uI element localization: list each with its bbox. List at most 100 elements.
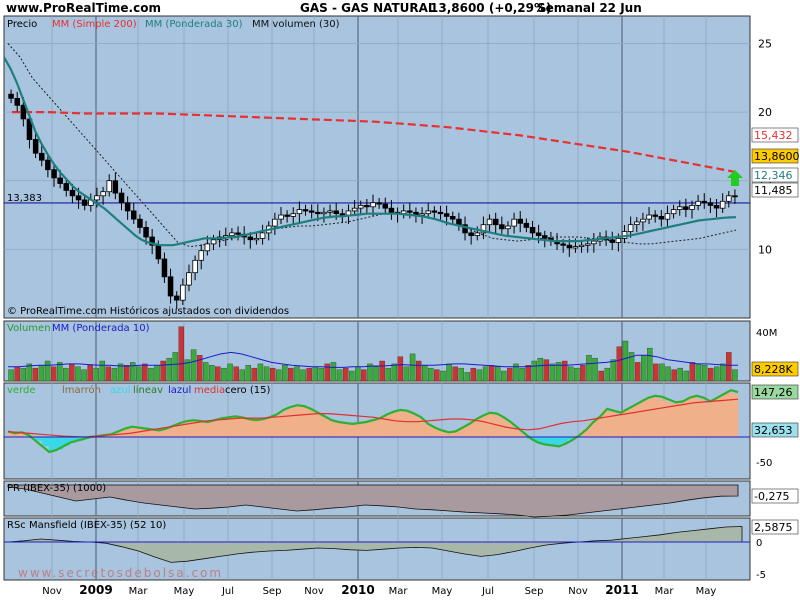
osc-hist-bar — [403, 411, 411, 437]
candle — [376, 202, 382, 205]
candle — [719, 200, 726, 209]
volume-bar — [282, 365, 288, 382]
legend-vol-ma: MM volumen (30) — [252, 19, 340, 30]
candle — [357, 204, 364, 209]
candle — [94, 195, 100, 201]
volume-bar — [561, 360, 568, 382]
volume-bar — [172, 352, 179, 382]
osc-red-line — [7, 398, 739, 438]
candle — [370, 202, 376, 208]
site-title[interactable]: www.ProRealTime.com — [6, 1, 161, 15]
volume-bar — [342, 367, 349, 382]
candle — [149, 236, 155, 246]
osc-hist-bar — [458, 428, 466, 437]
osc-hist-bar — [703, 402, 711, 437]
osc-hist-bar — [553, 437, 561, 446]
candle — [351, 207, 358, 212]
candle — [51, 169, 57, 179]
osc-hist-bar — [14, 433, 22, 437]
volume-bar — [482, 366, 489, 382]
volume-last-label: 8,228K — [754, 363, 793, 376]
osc-hist-bar — [342, 423, 350, 437]
osc-hist-bar — [615, 413, 623, 437]
volume-bar — [269, 367, 276, 382]
volume-bar — [628, 352, 635, 382]
legend-volume: Volumen — [7, 323, 51, 334]
candle — [137, 218, 143, 228]
osc-hist-bar — [103, 435, 111, 437]
x-tick-label: Sep — [525, 586, 544, 597]
osc-hist-bar — [349, 424, 357, 437]
osc-hist-bar — [110, 434, 118, 437]
osc-hist-bar — [171, 426, 179, 437]
x-tick-label: Nov — [304, 586, 324, 597]
volume-bar — [647, 347, 653, 382]
rsc-title: RSc Mansfield (IBEX-35) (52 10) — [7, 520, 166, 531]
osc-hist-bar — [642, 399, 650, 437]
reference-line-label: 13,383 — [7, 193, 42, 204]
volume-bar — [44, 360, 51, 382]
x-axis-labels: Nov 2009 Mar May Jul Sep Nov 2010 Mar May Jul Sep No… — [42, 583, 716, 597]
volume-bar — [330, 362, 337, 382]
osc-hist-bar — [185, 421, 193, 437]
volume-bar — [415, 360, 422, 382]
candle — [75, 195, 82, 201]
osc-hist-bar — [690, 397, 698, 437]
right-value-labels: 15,432 13,8600 12,346 11,485 8,228K 147,26 32,… — [751, 127, 800, 535]
osc-hist-bar — [710, 399, 718, 437]
volume-bar — [75, 366, 81, 382]
volume-bar — [160, 360, 166, 382]
candle — [640, 218, 646, 223]
volume-bar — [537, 357, 544, 382]
osc-hist-bar — [199, 421, 207, 437]
volume-bar — [555, 362, 562, 382]
pr-title: PR (IBEX-35) (1000) — [7, 483, 106, 494]
osc-hist-bar — [567, 437, 575, 440]
volume-bar — [622, 340, 629, 382]
candle — [634, 221, 640, 225]
volume-last-label-bg — [751, 361, 799, 377]
volume-bar — [8, 369, 14, 382]
osc-hist-bar — [547, 437, 555, 446]
volume-bar — [720, 363, 726, 382]
osc-hist-bar — [76, 437, 84, 441]
volume-bar — [574, 367, 580, 382]
osc-hist-bar — [465, 424, 473, 437]
candle — [229, 232, 235, 236]
volume-bar — [701, 365, 708, 382]
candle — [437, 211, 444, 215]
candle — [425, 210, 431, 214]
candle — [701, 200, 708, 204]
candle — [572, 246, 579, 249]
volume-bar — [111, 367, 118, 382]
osc-hist-bar — [512, 428, 520, 437]
price-panel[interactable] — [3, 15, 751, 319]
osc-hist-bar — [321, 417, 329, 437]
legend-lineav: lineav — [133, 385, 163, 396]
candle — [247, 236, 254, 241]
osc-hist-bar — [369, 420, 377, 437]
volume-bar — [683, 370, 690, 382]
candle — [511, 218, 517, 227]
candle — [100, 191, 106, 197]
osc-hist-bar — [8, 431, 16, 437]
osc-hist-bar — [444, 432, 452, 437]
candle — [204, 243, 211, 252]
volume-bar — [178, 326, 185, 382]
osc-hist-bar — [581, 429, 589, 437]
volume-bar — [634, 362, 641, 382]
volume-bar — [318, 367, 325, 382]
volume-bar — [14, 366, 20, 382]
volume-bar — [525, 365, 531, 382]
x-tick-label: May — [432, 586, 453, 597]
volume-bar — [568, 366, 574, 382]
volume-bar — [190, 349, 197, 382]
candle — [542, 235, 548, 239]
osc-hist-bar — [499, 418, 507, 437]
osc-hist-bar — [226, 418, 234, 437]
wma30-line — [3, 56, 737, 247]
osc-hist-bar — [492, 414, 500, 437]
volume-bar — [69, 363, 75, 382]
